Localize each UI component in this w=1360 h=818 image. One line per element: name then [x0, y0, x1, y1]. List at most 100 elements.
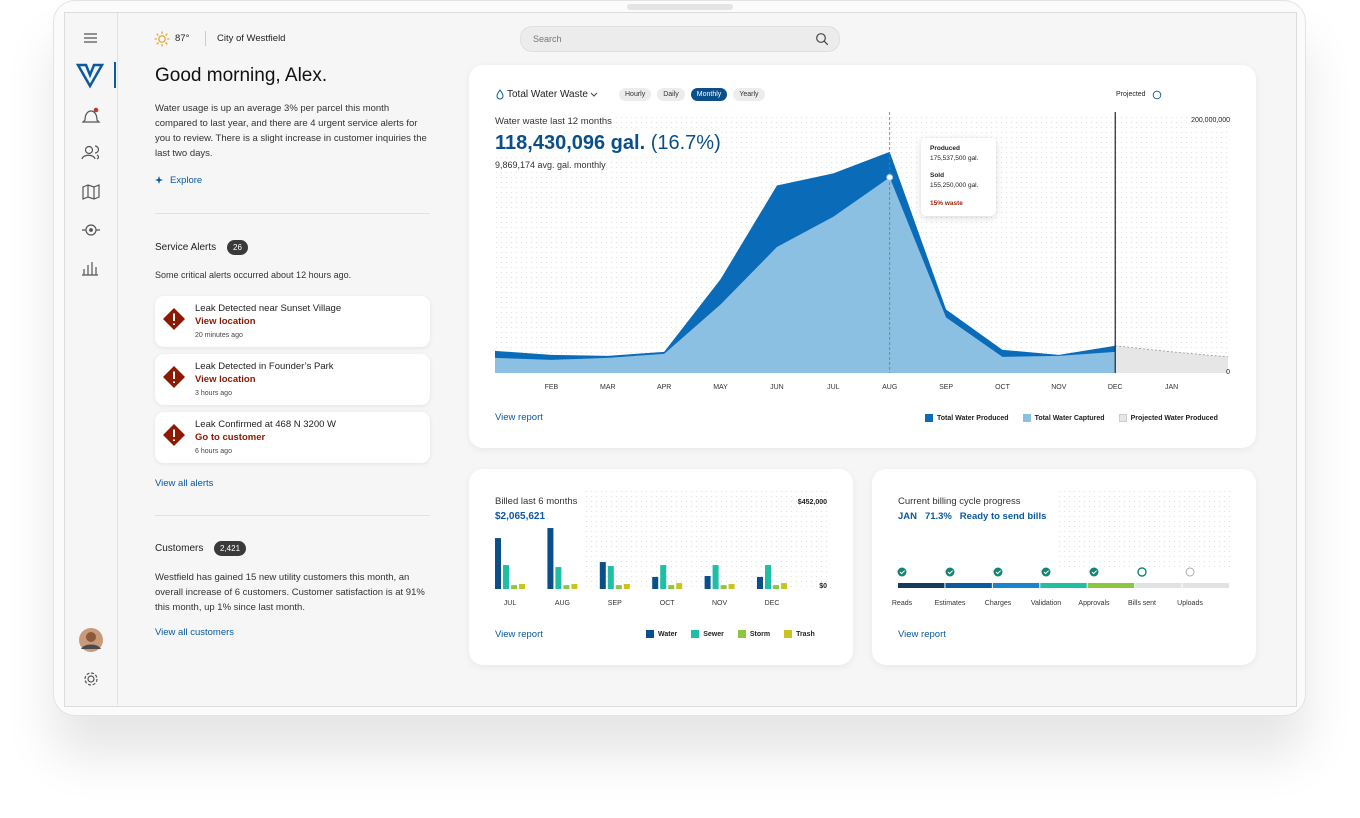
dropdown-chevron[interactable]: [590, 92, 598, 97]
tooltip-sold: 155,250,000 gal.: [930, 182, 979, 189]
background-dots: [1057, 491, 1232, 571]
x-tick-label: NOV: [1051, 384, 1067, 391]
view-all-alerts[interactable]: View all alerts: [155, 478, 214, 489]
headline: 118,430,096 gal. (16.7%): [495, 132, 721, 155]
alerts-count: 26: [227, 240, 248, 255]
menu-icon[interactable]: [84, 33, 97, 43]
bar: [547, 528, 554, 589]
customers-icon[interactable]: [81, 145, 100, 160]
progress-segment: [1087, 583, 1135, 588]
view-report[interactable]: View report: [898, 629, 946, 640]
device-notch: [627, 4, 733, 10]
x-tick-label: MAY: [713, 384, 728, 391]
search-placeholder: Search: [533, 34, 562, 44]
interval-tab[interactable]: Yearly: [733, 88, 765, 101]
legend-swatch: [925, 414, 933, 422]
x-tick-label: AUG: [555, 600, 570, 607]
temperature: 87°: [175, 33, 190, 44]
avatar[interactable]: [79, 628, 103, 652]
search-icon[interactable]: [815, 32, 829, 46]
alerts-subtitle: Some critical alerts occurred about 12 h…: [155, 270, 352, 280]
x-tick-label: FEB: [545, 384, 559, 391]
monitor-icon[interactable]: [82, 224, 100, 236]
bar: [765, 565, 771, 589]
progress-month: JAN: [898, 511, 918, 522]
water-drop-icon: [496, 89, 504, 100]
bar: [720, 585, 727, 589]
alert-card[interactable]: Leak Confirmed at 468 N 3200 W Go to cust…: [155, 412, 430, 463]
bar: [599, 562, 606, 589]
alert-card[interactable]: Leak Detected near Sunset Village View lo…: [155, 296, 430, 347]
legend-label: Trash: [796, 630, 815, 638]
progress-segment: [1135, 583, 1182, 588]
settings-icon[interactable]: [84, 672, 98, 686]
reports-icon[interactable]: [82, 262, 98, 276]
x-tick-label: OCT: [660, 600, 676, 607]
step-complete: [1041, 567, 1051, 577]
view-report[interactable]: View report: [495, 629, 543, 640]
step-label: Charges: [985, 600, 1012, 607]
divider: [155, 515, 430, 516]
bar: [781, 583, 787, 589]
y-tick-label: 0: [1226, 369, 1230, 376]
headline-change: (16.7%): [650, 132, 721, 154]
explore-link[interactable]: Explore: [170, 175, 203, 186]
step-complete: [1089, 567, 1099, 577]
area: [1115, 345, 1228, 373]
progress-segment: [1182, 583, 1229, 588]
legend-item: Storm: [737, 630, 771, 638]
legend-swatch: [691, 630, 700, 638]
logo[interactable]: [75, 63, 105, 89]
alert-icon: [163, 366, 185, 388]
alerts-title: Service Alerts: [155, 242, 217, 253]
chart-title[interactable]: Total Water Waste: [507, 89, 588, 100]
alert-action[interactable]: View location: [195, 316, 256, 327]
legend-label: Storm: [749, 630, 771, 638]
map-icon[interactable]: [82, 184, 100, 200]
legend-swatch: [1118, 414, 1127, 422]
progress-segment: [945, 583, 992, 588]
x-tick-label: DEC: [765, 600, 780, 607]
alert-action[interactable]: Go to customer: [195, 432, 266, 443]
bar: [495, 538, 501, 589]
billed-total: $2,065,621: [495, 511, 546, 522]
alert-action[interactable]: View location: [195, 374, 256, 385]
sidebar-border: [117, 13, 118, 705]
headline-value: 118,430,096 gal.: [495, 132, 646, 154]
interval-tab[interactable]: Daily: [657, 88, 685, 101]
step-label: Uploads: [1177, 600, 1203, 607]
step-check: [1043, 570, 1049, 575]
bar: [555, 567, 562, 589]
bar: [623, 583, 630, 589]
legend-label: Projected Water Produced: [1130, 414, 1218, 422]
customers-title: Customers: [155, 543, 204, 554]
interval-tab[interactable]: Monthly: [690, 88, 728, 101]
greeting-title: Good morning, Alex.: [155, 65, 328, 86]
alerts-icon[interactable]: [81, 110, 101, 123]
info-icon[interactable]: [1152, 90, 1162, 100]
interval-tab[interactable]: Hourly: [619, 88, 652, 101]
billed-card: JUL AUG SEP OCT NOV DEC $0 $452,000 Billed last…: [469, 469, 853, 665]
alert-title: Leak Confirmed at 468 N 3200 W: [195, 419, 336, 430]
search-box[interactable]: Search: [520, 26, 840, 52]
x-tick-label: OCT: [995, 384, 1011, 391]
bar: [773, 585, 779, 589]
y-tick-label: $452,000: [798, 499, 827, 506]
legend-swatch: [646, 630, 654, 638]
step-check: [899, 570, 905, 575]
y-tick-label: 200,000,000: [1191, 117, 1230, 124]
alert-card[interactable]: Leak Detected in Founder’s Park View loca…: [155, 354, 430, 405]
legend-item: Trash: [784, 630, 815, 638]
progress-segment: [992, 583, 1040, 588]
bar: [563, 585, 570, 589]
legend-item: Sewer: [691, 630, 724, 638]
legend-swatch: [784, 630, 793, 638]
tooltip-sold-label: Sold: [930, 172, 945, 179]
view-all-customers[interactable]: View all customers: [155, 627, 235, 638]
legend-swatch: [737, 630, 746, 638]
step-label: Estimates: [935, 600, 966, 607]
step-label: Reads: [892, 600, 913, 607]
view-report[interactable]: View report: [495, 412, 543, 423]
legend-item: Total Water Captured: [1022, 414, 1105, 422]
legend-item: Water: [646, 630, 677, 638]
